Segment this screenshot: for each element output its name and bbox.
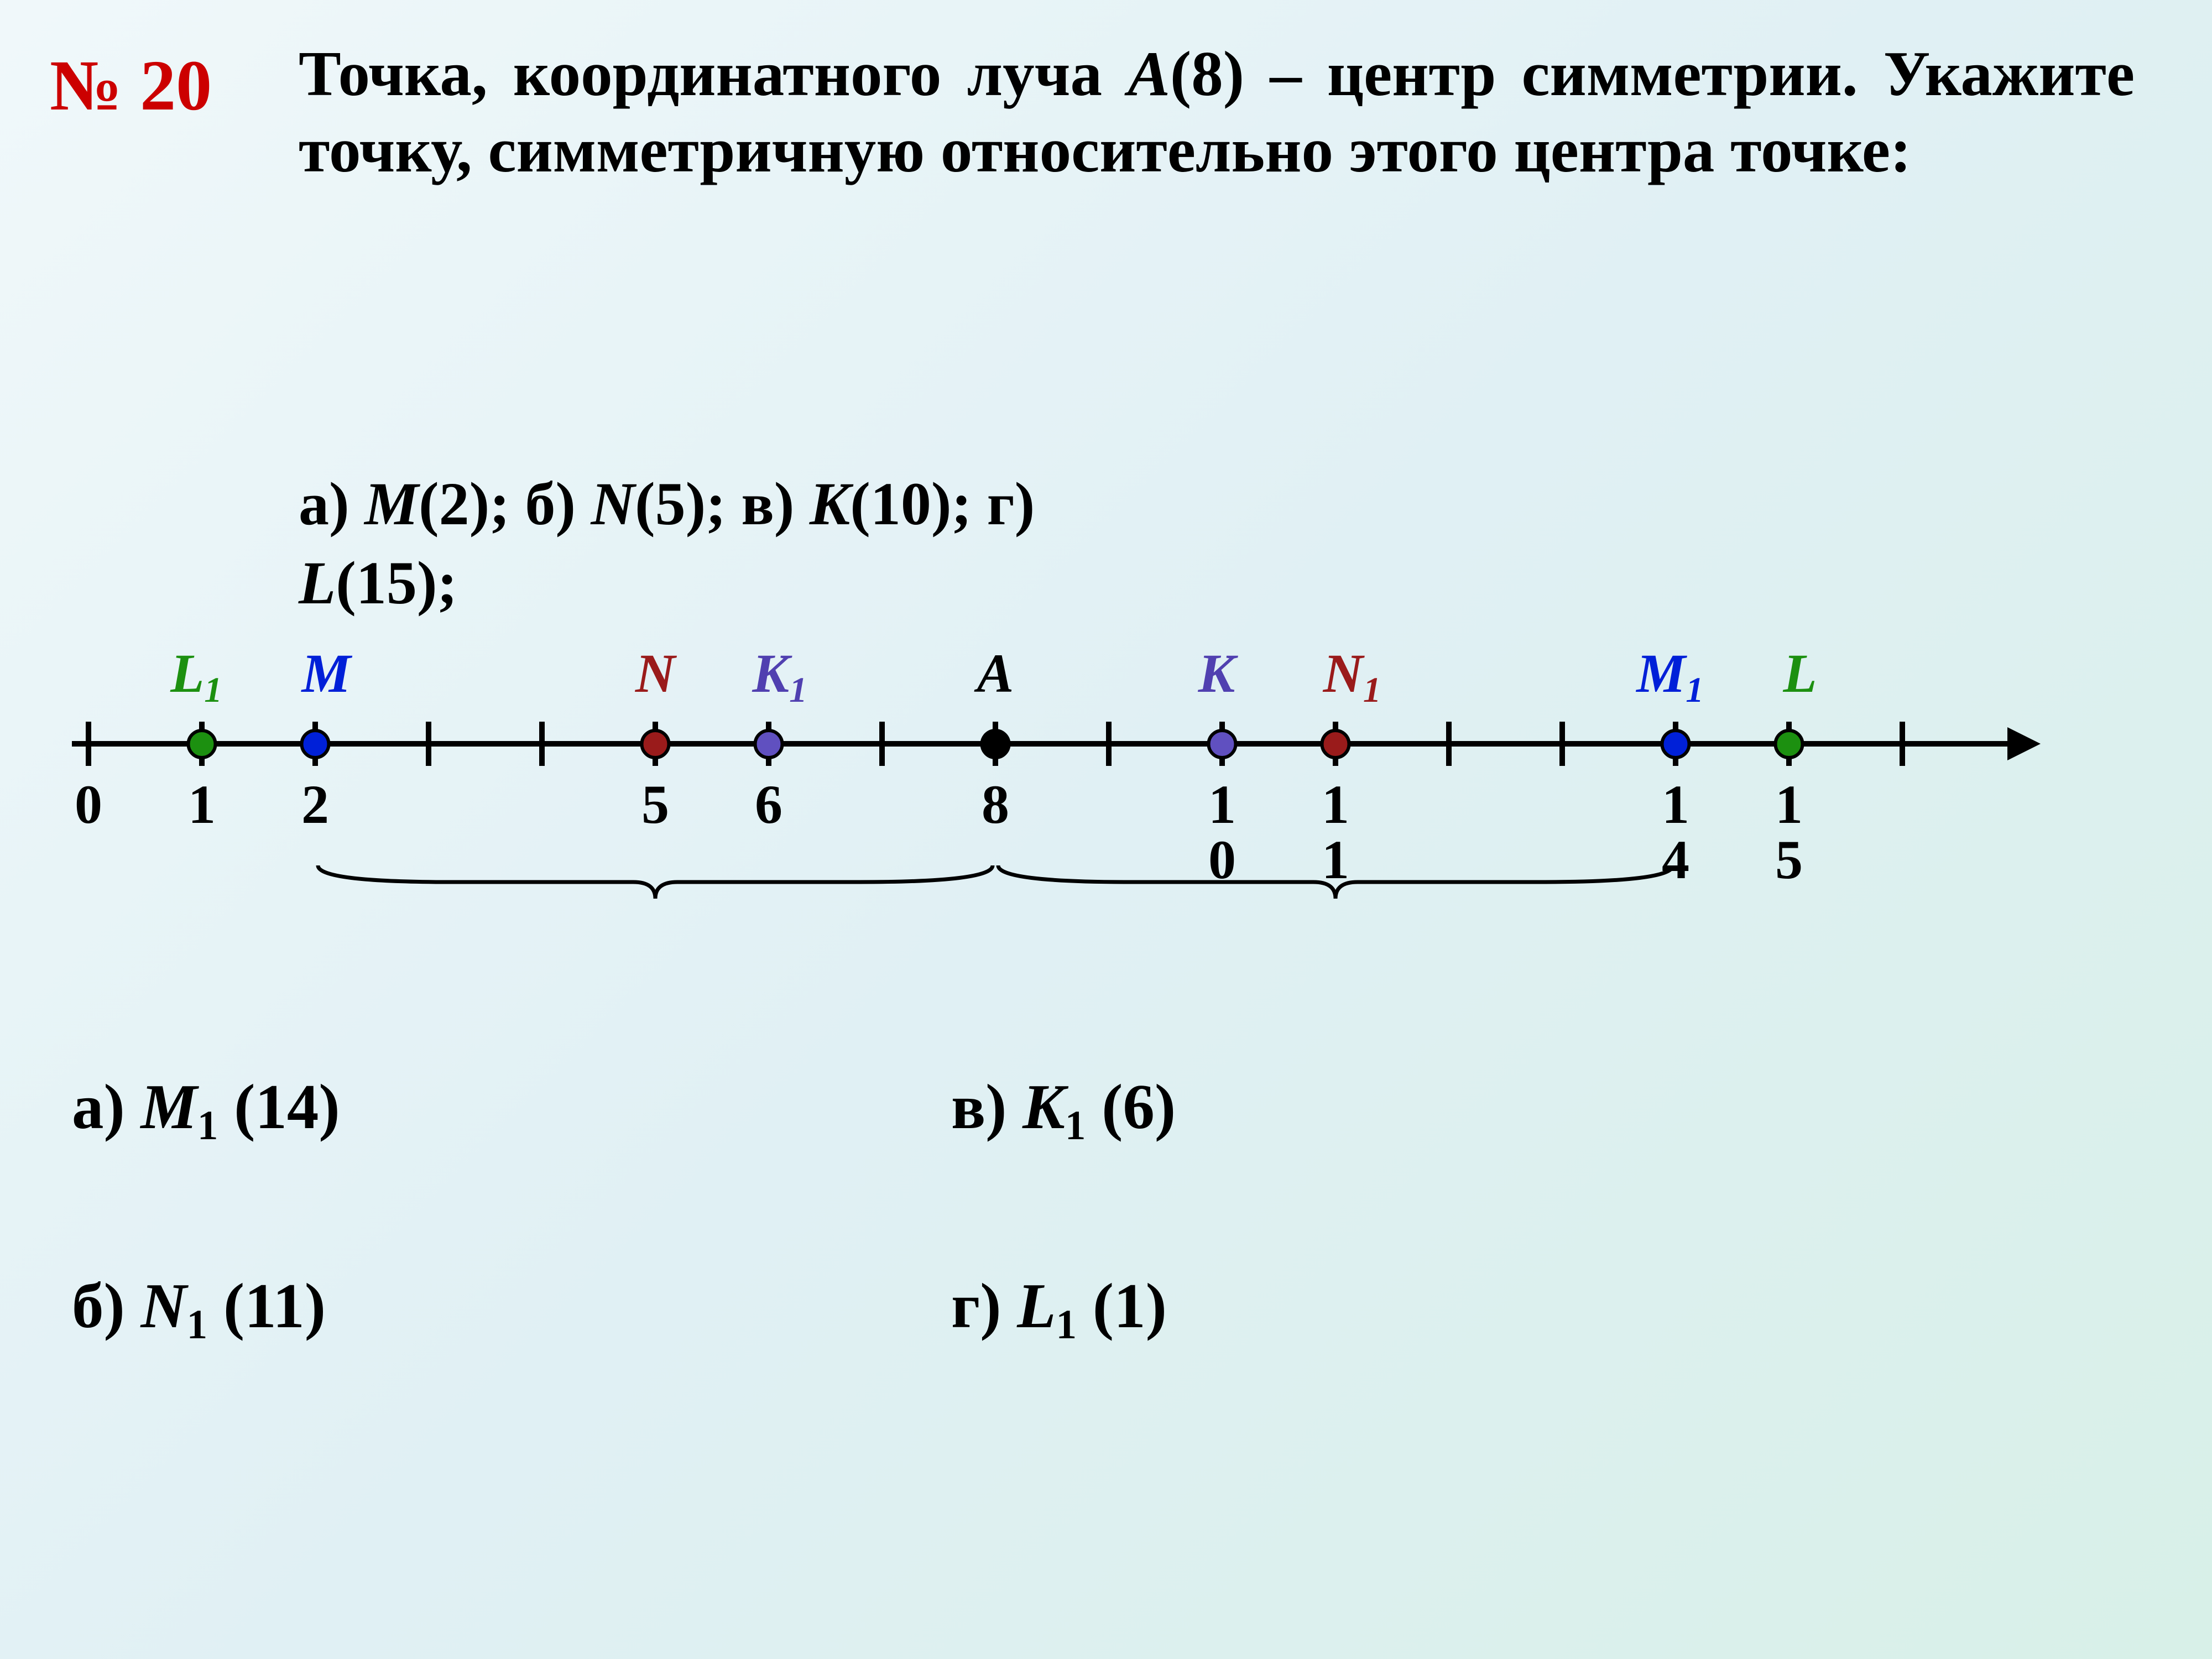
tick-label: 5 [641,777,669,832]
problem-text: Точка, координатного луча A(8) – центр с… [299,36,2135,189]
sp-7: (10); г) [850,470,1035,538]
tick [86,722,91,766]
sp-9: (15); [336,549,457,617]
sp-2: M [364,470,419,538]
tick-label: 1 [188,777,216,832]
tick [426,722,431,766]
tick [1900,722,1905,766]
point [1321,729,1351,759]
tick [1446,722,1452,766]
answer: в) K1 (6) [951,1067,1338,1147]
brace [995,863,1676,910]
sp-4: N [591,470,634,538]
tick-label: 8 [982,777,1009,832]
pt-2: A [1128,39,1170,109]
point [1661,729,1691,759]
tick-label: 2 [301,777,329,832]
brace [315,863,995,910]
answer: а) M1 (14) [72,1067,459,1147]
point [1207,729,1238,759]
point [187,729,217,759]
sp-8: L [299,549,336,617]
tick [879,722,885,766]
number-line: 01256810111415L1MNK1AKN1M1L [72,647,2140,935]
point [300,729,331,759]
sp-6: K [810,470,850,538]
answer: г) L1 (1) [951,1266,1338,1346]
sub-line-2: L(15); [299,544,1035,623]
problem-number: № 20 [50,44,212,127]
sp-5: (5); в) [635,470,810,538]
point [980,729,1011,759]
tick [1559,722,1565,766]
answer: б) N1 (11) [72,1266,459,1346]
sp-3: (2); б) [419,470,591,538]
point [754,729,784,759]
tick-label: 15 [1772,777,1806,888]
point-label: M [302,641,351,705]
point [640,729,671,759]
tick-label: 6 [755,777,782,832]
point-label: M1 [1636,641,1703,705]
point-label: L1 [170,641,222,705]
axis-arrow [2007,727,2041,760]
tick [1106,722,1112,766]
point [1774,729,1804,759]
tick [539,722,545,766]
subparts: а) M(2); б) N(5); в) K(10); г) L(15); [299,465,1035,623]
point-label: A [977,641,1014,705]
point-label: N1 [1323,641,1381,705]
tick-label: 0 [75,777,102,832]
point-label: K1 [752,641,807,705]
pt-1: Точка, координатного луча [299,39,1128,109]
sub-line-1: а) M(2); б) N(5); в) K(10); г) [299,465,1035,544]
point-label: N [635,641,675,705]
point-label: K [1198,641,1235,705]
sp-1: а) [299,470,364,538]
axis [72,741,2007,747]
point-label: L [1783,641,1817,705]
